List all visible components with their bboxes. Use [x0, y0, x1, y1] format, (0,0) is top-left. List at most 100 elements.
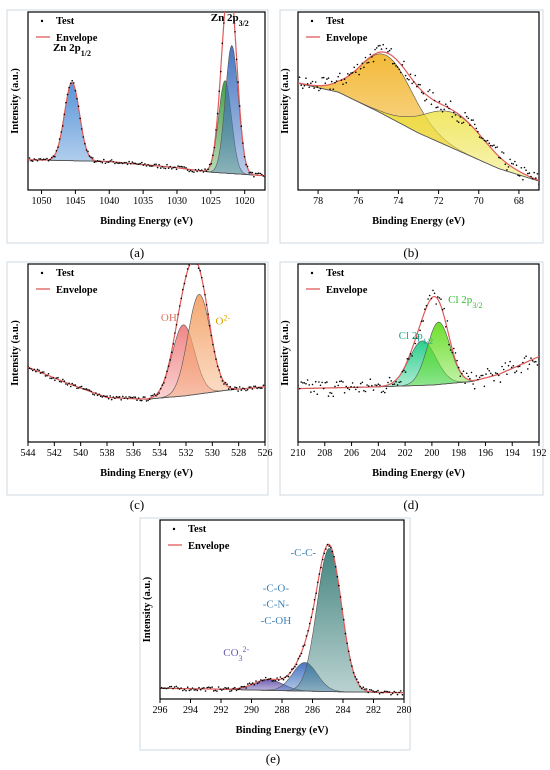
- test-point: [150, 395, 152, 397]
- test-point: [222, 688, 225, 690]
- test-point: [382, 390, 385, 393]
- test-point: [232, 388, 235, 391]
- test-point: [281, 677, 283, 680]
- test-point: [250, 386, 252, 388]
- test-point: [318, 573, 321, 575]
- test-point: [391, 692, 394, 695]
- test-point: [110, 159, 113, 161]
- test-point: [387, 381, 389, 384]
- test-point: [477, 378, 479, 381]
- test-point: [194, 168, 197, 171]
- test-point: [152, 394, 154, 397]
- test-point: [485, 140, 487, 142]
- test-point: [332, 395, 335, 398]
- test-point: [199, 269, 201, 272]
- test-point: [152, 165, 154, 167]
- test-point: [54, 155, 56, 158]
- test-point: [234, 686, 236, 689]
- test-point: [245, 389, 247, 392]
- test-point: [374, 48, 376, 51]
- test-point: [192, 259, 194, 261]
- envelope-line: [28, 264, 265, 400]
- test-point: [174, 332, 176, 334]
- test-point: [329, 88, 331, 90]
- test-point: [210, 334, 213, 337]
- test-point: [137, 397, 140, 399]
- test-point: [351, 382, 354, 384]
- test-point: [46, 375, 48, 377]
- test-point: [531, 178, 534, 180]
- test-point: [299, 655, 301, 657]
- test-point: [469, 124, 471, 126]
- test-point: [223, 22, 225, 24]
- test-point: [416, 337, 418, 340]
- background-line: [298, 82, 539, 182]
- test-point: [358, 73, 360, 76]
- test-point: [367, 385, 370, 387]
- test-point: [107, 161, 110, 163]
- test-point: [248, 682, 251, 684]
- test-point: [417, 335, 420, 338]
- test-point: [62, 125, 64, 127]
- test-point: [473, 387, 476, 390]
- test-point: [155, 163, 157, 165]
- test-point: [144, 396, 146, 398]
- test-point: [396, 66, 399, 68]
- test-point: [517, 366, 519, 368]
- test-point: [46, 157, 48, 160]
- test-point: [114, 397, 116, 400]
- test-point: [322, 387, 325, 390]
- test-point: [298, 76, 301, 78]
- x-tick-label: 294: [183, 705, 198, 716]
- test-point: [499, 157, 502, 159]
- test-point: [427, 90, 429, 93]
- test-point: [518, 175, 521, 177]
- test-point: [363, 389, 365, 392]
- test-point: [326, 381, 328, 383]
- test-point: [493, 144, 495, 146]
- test-point: [356, 386, 359, 389]
- test-point: [49, 377, 51, 380]
- plot-contents: [160, 543, 404, 696]
- test-point: [240, 389, 243, 391]
- test-point: [28, 157, 31, 159]
- x-tick-label: 204: [371, 448, 386, 459]
- test-point: [330, 392, 333, 395]
- test-point: [400, 381, 402, 383]
- test-point: [96, 160, 99, 162]
- plot-contents: [28, 259, 265, 402]
- test-point: [93, 161, 96, 163]
- test-point: [212, 154, 214, 157]
- test-point: [62, 378, 64, 381]
- test-point: [95, 392, 97, 394]
- legend-test-label: Test: [326, 16, 345, 27]
- test-point: [464, 111, 466, 114]
- test-point: [294, 666, 296, 668]
- test-point: [456, 120, 458, 122]
- test-point: [262, 175, 265, 177]
- test-point: [483, 385, 486, 388]
- test-point: [155, 395, 157, 397]
- legend-test-label: Test: [56, 268, 75, 279]
- test-point: [340, 380, 343, 382]
- test-point: [256, 387, 258, 390]
- test-point: [308, 384, 311, 386]
- test-point: [183, 282, 186, 285]
- test-point: [302, 87, 304, 89]
- x-tick-label: 78: [313, 196, 323, 207]
- x-tick-label: 74: [393, 196, 403, 207]
- peak-annotation: -C-O-: [263, 583, 290, 595]
- test-point: [237, 688, 239, 691]
- test-point: [142, 164, 145, 166]
- test-point: [321, 77, 323, 79]
- x-axis-title: Binding Energy (eV): [372, 216, 465, 227]
- test-point: [136, 163, 138, 165]
- test-point: [191, 170, 194, 173]
- test-point: [506, 169, 508, 171]
- test-point: [486, 368, 489, 370]
- envelope-line: [28, 12, 265, 177]
- test-point: [496, 146, 499, 148]
- test-point: [430, 297, 433, 300]
- x-tick-label: 526: [258, 448, 273, 459]
